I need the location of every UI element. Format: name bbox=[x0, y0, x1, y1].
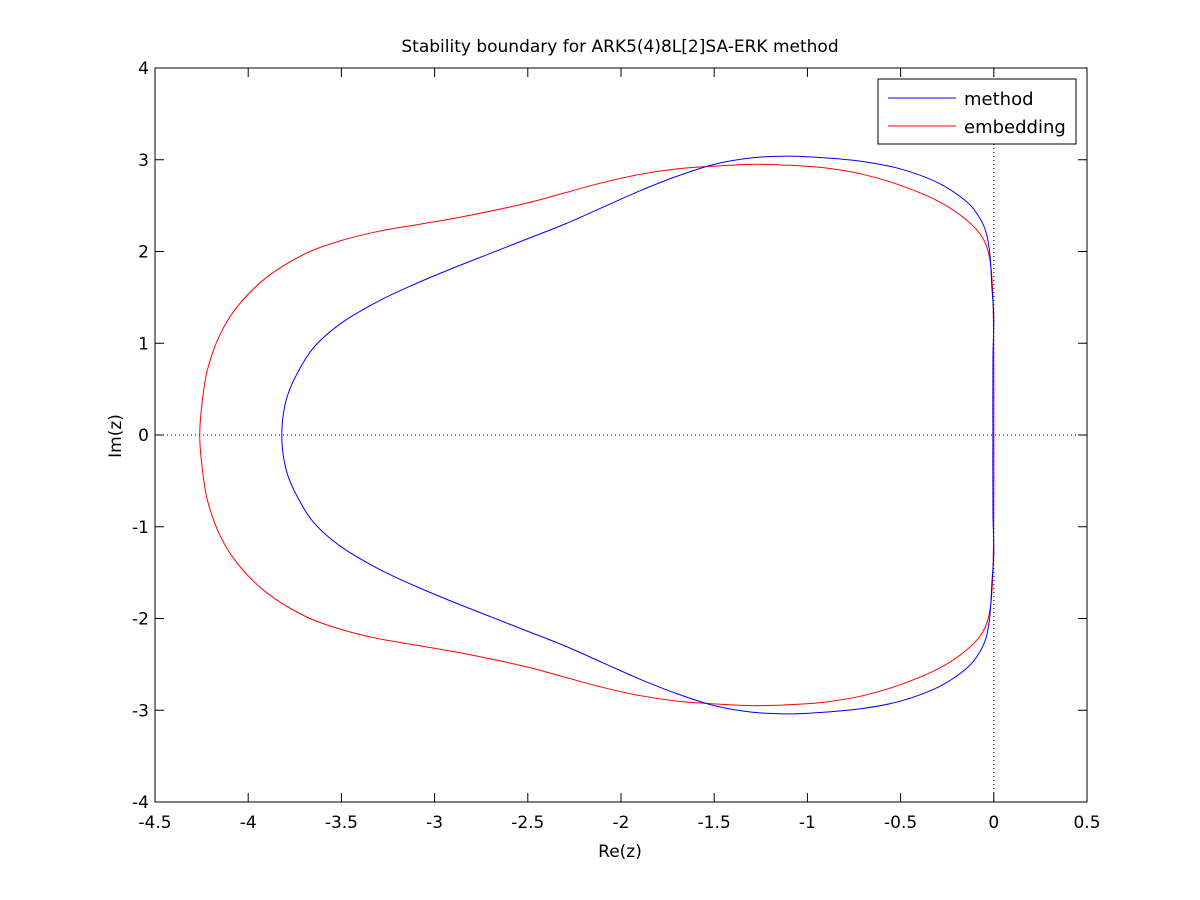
y-tick-label: 0 bbox=[138, 426, 149, 446]
x-tick-label: -2 bbox=[613, 813, 630, 833]
legend-label-embedding: embedding bbox=[964, 117, 1066, 138]
x-tick-label: -2.5 bbox=[511, 813, 544, 833]
axis-ticks: -4.5 -4 -3.5 -3 -2.5 -2 -1.5 -1 -0.5 0 0.5-4-3-2-1… bbox=[132, 59, 1100, 833]
x-tick-label: -3.5 bbox=[325, 813, 358, 833]
series-layer bbox=[199, 155, 995, 715]
x-tick-label: -4 bbox=[240, 813, 257, 833]
x-axis-title: Re(z) bbox=[598, 842, 642, 862]
chart-title: Stability boundary for ARK5(4)8L[2]SA-ER… bbox=[401, 37, 838, 57]
y-tick-label: 4 bbox=[138, 59, 149, 79]
series-line-method bbox=[281, 155, 995, 715]
x-tick-label: -4.5 bbox=[138, 813, 171, 833]
x-tick-label: -1 bbox=[799, 813, 816, 833]
x-tick-label: 0.5 bbox=[1073, 813, 1100, 833]
y-tick-label: 2 bbox=[138, 243, 149, 263]
x-tick-label: 0 bbox=[988, 813, 999, 833]
reference-lines bbox=[155, 68, 1087, 802]
x-tick-label: -1.5 bbox=[698, 813, 731, 833]
legend-box bbox=[877, 78, 1077, 145]
x-tick-label: -3 bbox=[426, 813, 443, 833]
y-tick-label: -1 bbox=[132, 518, 149, 538]
legend-label-method: method bbox=[964, 89, 1034, 110]
y-tick-label: -4 bbox=[132, 793, 149, 813]
legend: method embedding bbox=[877, 78, 1077, 145]
series-line-embedding bbox=[199, 163, 995, 707]
y-tick-label: -2 bbox=[132, 610, 149, 630]
y-tick-label: 1 bbox=[138, 334, 149, 354]
y-tick-label: -3 bbox=[132, 701, 149, 721]
y-tick-label: 3 bbox=[138, 151, 149, 171]
y-axis-title: Im(z) bbox=[106, 414, 126, 458]
x-tick-label: -0.5 bbox=[884, 813, 917, 833]
